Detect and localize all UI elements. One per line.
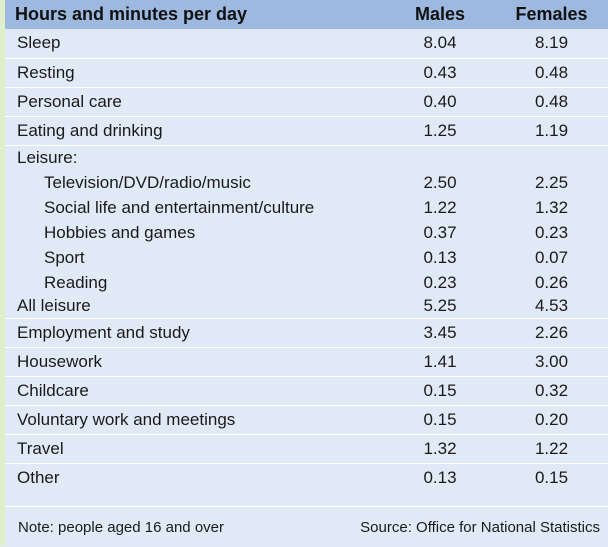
row-label: Television/DVD/radio/music xyxy=(44,172,251,192)
table-row: Childcare 0.15 0.32 xyxy=(5,376,608,405)
females-value: 0.15 xyxy=(534,467,569,487)
table-row-leisure-heading: Leisure: xyxy=(5,145,608,170)
table-row: Sleep 8.04 8.19 xyxy=(5,29,608,58)
row-label: Eating and drinking xyxy=(17,120,163,140)
females-value: 0.32 xyxy=(534,380,569,400)
table-row: Voluntary work and meetings 0.15 0.20 xyxy=(5,405,608,434)
table-row: Eating and drinking 1.25 1.19 xyxy=(5,116,608,145)
table-header-row: Hours and minutes per day Males Females xyxy=(5,0,608,29)
males-value: 3.45 xyxy=(423,322,457,342)
table-row: Employment and study 3.45 2.26 xyxy=(5,318,608,347)
females-value: 1.22 xyxy=(534,438,569,458)
males-value: 8.04 xyxy=(423,33,457,53)
row-label: Personal care xyxy=(17,91,122,111)
females-value: 0.26 xyxy=(534,272,569,292)
table-footer: Note: people aged 16 and over Source: Of… xyxy=(5,506,608,547)
row-label: Hobbies and games xyxy=(44,222,196,242)
row-label: Social life and entertainment/culture xyxy=(44,197,315,217)
males-value: 0.13 xyxy=(423,467,457,487)
males-value: 1.25 xyxy=(423,120,457,140)
females-value: 0.07 xyxy=(534,247,569,267)
column-header-males: Males xyxy=(414,4,466,24)
females-value: 3.00 xyxy=(534,351,569,371)
row-label: Childcare xyxy=(17,380,89,400)
males-value: 0.15 xyxy=(423,380,457,400)
males-value: 0.43 xyxy=(423,62,457,82)
column-header-females: Females xyxy=(515,4,588,24)
females-value: 1.19 xyxy=(534,120,569,140)
row-label: All leisure xyxy=(17,296,91,316)
row-label: Reading xyxy=(44,272,108,292)
table-row-leisure-sub: Sport 0.13 0.07 xyxy=(5,245,608,270)
males-value: 0.23 xyxy=(423,272,457,292)
females-value: 0.48 xyxy=(534,91,569,111)
females-value xyxy=(495,145,608,170)
females-value: 2.25 xyxy=(534,172,569,192)
males-value xyxy=(385,145,495,170)
table-row-all-leisure: All leisure 5.25 4.53 xyxy=(5,295,608,318)
row-label: Employment and study xyxy=(17,322,190,342)
females-value: 2.26 xyxy=(534,322,569,342)
males-value: 1.22 xyxy=(423,197,457,217)
row-label: Voluntary work and meetings xyxy=(17,409,236,429)
males-value: 0.40 xyxy=(423,91,457,111)
females-value: 0.48 xyxy=(534,62,569,82)
females-value: 8.19 xyxy=(534,33,569,53)
row-label: Housework xyxy=(17,351,103,371)
females-value: 1.32 xyxy=(534,197,569,217)
table-row-leisure-sub: Social life and entertainment/culture 1.… xyxy=(5,195,608,220)
females-value: 0.20 xyxy=(534,409,569,429)
table-row: Personal care 0.40 0.48 xyxy=(5,87,608,116)
table-row: Other 0.13 0.15 xyxy=(5,463,608,492)
males-value: 2.50 xyxy=(423,172,457,192)
time-use-table: Hours and minutes per day Males Females … xyxy=(5,0,608,492)
row-label: Leisure: xyxy=(17,147,78,167)
column-header-activity: Hours and minutes per day xyxy=(15,4,248,24)
row-label: Travel xyxy=(17,438,64,458)
females-value: 0.23 xyxy=(534,222,569,242)
table-row-leisure-sub: Reading 0.23 0.26 xyxy=(5,270,608,295)
males-value: 1.41 xyxy=(423,351,457,371)
males-value: 1.32 xyxy=(423,438,457,458)
left-accent-strip xyxy=(0,0,5,546)
footnote: Note: people aged 16 and over xyxy=(18,519,224,536)
row-label: Sleep xyxy=(17,33,61,53)
females-value: 4.53 xyxy=(534,296,569,316)
source-note: Source: Office for National Statistics xyxy=(360,519,600,536)
row-label: Other xyxy=(17,467,60,487)
row-label: Resting xyxy=(17,62,75,82)
males-value: 0.13 xyxy=(423,247,457,267)
table-row-leisure-sub: Hobbies and games 0.37 0.23 xyxy=(5,220,608,245)
table-row-leisure-sub: Television/DVD/radio/music 2.50 2.25 xyxy=(5,170,608,195)
table-row: Resting 0.43 0.48 xyxy=(5,58,608,87)
row-label: Sport xyxy=(44,247,85,267)
table-row: Travel 1.32 1.22 xyxy=(5,434,608,463)
males-value: 5.25 xyxy=(423,296,457,316)
males-value: 0.37 xyxy=(423,222,457,242)
table-row: Housework 1.41 3.00 xyxy=(5,347,608,376)
males-value: 0.15 xyxy=(423,409,457,429)
